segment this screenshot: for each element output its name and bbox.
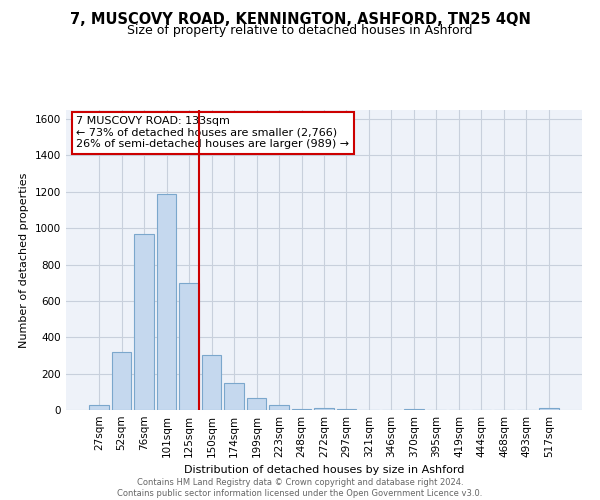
Bar — [202, 356, 221, 410]
Bar — [404, 409, 424, 410]
Bar — [224, 382, 244, 410]
Bar — [247, 398, 266, 410]
Bar — [89, 406, 109, 410]
X-axis label: Distribution of detached houses by size in Ashford: Distribution of detached houses by size … — [184, 466, 464, 475]
Text: Size of property relative to detached houses in Ashford: Size of property relative to detached ho… — [127, 24, 473, 37]
Text: Contains HM Land Registry data © Crown copyright and database right 2024.
Contai: Contains HM Land Registry data © Crown c… — [118, 478, 482, 498]
Bar — [157, 194, 176, 410]
Bar — [539, 408, 559, 410]
Text: 7 MUSCOVY ROAD: 133sqm
← 73% of detached houses are smaller (2,766)
26% of semi-: 7 MUSCOVY ROAD: 133sqm ← 73% of detached… — [76, 116, 349, 149]
Bar — [179, 282, 199, 410]
Bar — [314, 408, 334, 410]
Bar — [269, 406, 289, 410]
Bar — [134, 234, 154, 410]
Bar — [292, 409, 311, 410]
Bar — [112, 352, 131, 410]
Y-axis label: Number of detached properties: Number of detached properties — [19, 172, 29, 348]
Text: 7, MUSCOVY ROAD, KENNINGTON, ASHFORD, TN25 4QN: 7, MUSCOVY ROAD, KENNINGTON, ASHFORD, TN… — [70, 12, 530, 28]
